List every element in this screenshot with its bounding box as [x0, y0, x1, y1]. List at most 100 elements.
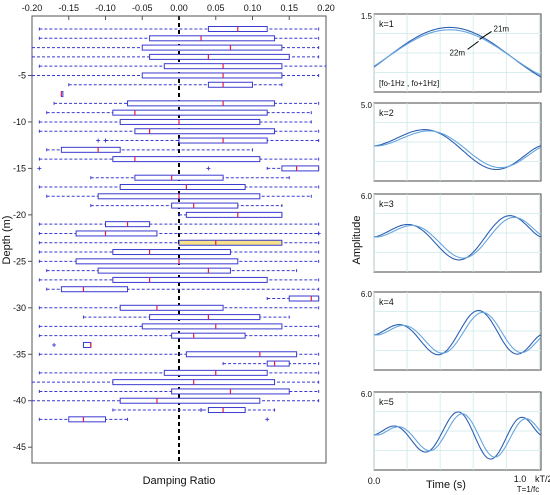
waveform-series-1: [373, 215, 542, 261]
frequency-band-annotation: [fo-1Hz , fo+1Hz]: [379, 79, 439, 88]
box-row: [46, 146, 253, 153]
box-iqr: [134, 174, 224, 181]
box-iqr: [112, 276, 268, 283]
box-iqr: [119, 183, 246, 190]
box-row: [90, 202, 283, 209]
box-iqr: [171, 332, 246, 339]
box-iqr: [149, 314, 261, 321]
y-tick-label: -45: [13, 442, 26, 452]
waveform-series-2: [374, 216, 542, 259]
box-iqr: [119, 118, 261, 125]
box-row: [38, 332, 320, 339]
box-iqr: [119, 397, 261, 404]
box-iqr: [207, 81, 253, 88]
box-row: [38, 351, 320, 358]
box-iqr: [185, 211, 283, 218]
wave-panel-1: k=1 1.5 [fo-1Hz , fo+1Hz] 21m 22m: [361, 12, 542, 93]
box-row: [31, 72, 320, 79]
panel-k-label: k=4: [379, 297, 394, 307]
curve-arrow: [467, 40, 479, 50]
box-row: [46, 193, 312, 200]
box-row: [38, 63, 327, 70]
box-iqr: [97, 267, 231, 274]
box-iqr: [112, 249, 231, 256]
x-tick-label: 0.05: [207, 3, 225, 13]
outlier-point: [52, 342, 57, 347]
waveform-series-2: [374, 413, 542, 458]
y-tick-label: -25: [13, 256, 26, 266]
box-row: [38, 304, 320, 311]
curve-label-22m: 22m: [450, 48, 466, 57]
box-row: [38, 156, 320, 163]
y-tick-label: -40: [13, 396, 26, 406]
time-start-label: 0.0: [368, 476, 381, 486]
waveform-series-2: [374, 130, 542, 169]
box-iqr: [75, 258, 239, 265]
panel-k-label: k=2: [379, 108, 394, 118]
panel-ymax-label: 6.0: [361, 192, 373, 201]
box-iqr: [141, 323, 283, 330]
box-iqr: [141, 44, 283, 51]
box-iqr: [68, 416, 106, 423]
y-tick-label: -30: [13, 303, 26, 313]
box-row: [53, 100, 320, 107]
box-row: [68, 81, 283, 88]
box-row: [266, 165, 320, 172]
waveform-series-2: [373, 29, 542, 76]
x-tick-label: 0.00: [170, 3, 188, 13]
x-tick-label: -0.10: [95, 3, 116, 13]
box-iqr: [207, 407, 246, 414]
box-iqr: [82, 341, 92, 348]
wave-panel-5: k=5 6.0: [361, 390, 542, 471]
time-end-label: 1.0: [514, 474, 527, 484]
box-row: [112, 407, 276, 414]
panel-ymax-label: 5.0: [361, 101, 373, 110]
box-row: [31, 44, 320, 51]
curve-arrow: [479, 30, 492, 40]
waveform-series-1: [373, 411, 542, 460]
box-row: [90, 174, 290, 181]
box-iqr: [134, 128, 276, 135]
box-row: [46, 109, 312, 116]
waveform-series-1: [373, 129, 542, 171]
box-row: [46, 267, 298, 274]
box-row: [38, 128, 320, 135]
box-row: [38, 35, 320, 42]
panel-ymax-label: 1.5: [361, 12, 373, 21]
box-row: [38, 26, 320, 33]
y-axis-ticks: -5 -10 -15 -20 -25 -30 -35 -40 -45: [13, 70, 32, 452]
outlier-point: [103, 138, 108, 143]
box-row: [31, 379, 320, 386]
box-iqr: [149, 35, 276, 42]
box-row: [82, 314, 290, 321]
outlier-point: [316, 231, 321, 236]
outlier-point: [199, 408, 204, 413]
box-row: [38, 388, 320, 395]
box-row: [38, 258, 320, 265]
outlier-point: [37, 166, 42, 171]
outlier-point: [206, 166, 211, 171]
amplitude-axis-label: Amplitude: [351, 216, 363, 265]
panel-k-label: k=1: [379, 19, 394, 29]
box-row: [38, 230, 320, 237]
box-row: [60, 91, 64, 98]
box-row: [178, 211, 283, 218]
box-iqr: [288, 295, 320, 302]
y-tick-label: -20: [13, 210, 26, 220]
y-tick-label: -15: [13, 163, 26, 173]
box-row: [38, 323, 320, 330]
waveform-series-1: [373, 309, 542, 356]
outlier-point: [96, 138, 101, 143]
box-row: [38, 183, 320, 190]
x-axis-ticks: -0.20 -0.15 -0.10 -0.05 0.00 0.05 0.10 0.15 0.20: [22, 3, 335, 20]
x-tick-label: 0.10: [244, 3, 262, 13]
curve-label-21m: 21m: [494, 24, 510, 33]
x-tick-label: 0.15: [280, 3, 298, 13]
box-iqr: [185, 351, 298, 358]
panel-k-label: k=5: [379, 397, 394, 407]
y-tick-label: -10: [13, 117, 26, 127]
box-iqr: [171, 202, 239, 209]
period-note: T=1/fc: [517, 485, 539, 494]
box-iqr: [266, 360, 290, 367]
x-tick-label: -0.05: [132, 3, 153, 13]
